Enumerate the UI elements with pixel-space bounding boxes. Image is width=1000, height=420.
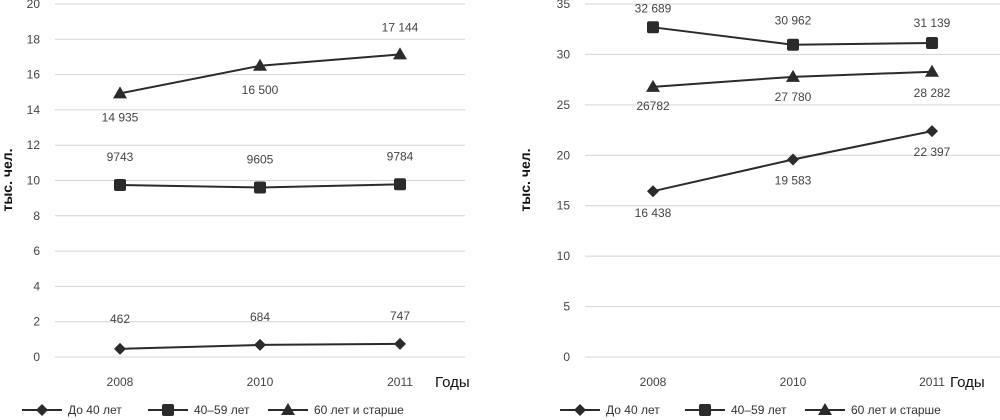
legend-marker <box>281 403 295 415</box>
data-point <box>394 178 406 191</box>
legend-marker <box>574 404 586 416</box>
data-point <box>646 79 660 92</box>
data-label: 462 <box>110 312 130 326</box>
x-tick-label: 2011 <box>387 375 413 389</box>
data-point <box>393 47 407 60</box>
legend-marker <box>162 404 174 416</box>
x-tick-label: 2011 <box>919 375 945 389</box>
data-point <box>254 338 266 351</box>
y-tick-label: 10 <box>27 174 41 188</box>
y-tick-label: 2 <box>33 315 40 329</box>
x-tick-label: 2008 <box>107 375 134 389</box>
data-point <box>787 153 799 166</box>
data-point <box>647 185 659 198</box>
legend-marker <box>818 403 832 415</box>
data-point <box>786 69 800 82</box>
data-label: 684 <box>250 310 270 324</box>
y-tick-label: 8 <box>33 209 40 223</box>
y-tick-label: 30 <box>557 47 571 61</box>
data-point <box>926 36 938 49</box>
data-label: 22 397 <box>914 145 951 159</box>
data-point <box>114 342 126 355</box>
y-tick-label: 18 <box>27 32 41 46</box>
legend-marker <box>699 404 711 416</box>
data-label: 31 139 <box>914 16 951 30</box>
data-point <box>394 337 406 350</box>
data-label: 28 282 <box>914 86 951 100</box>
legend-label: 60 лет и старше <box>314 403 404 417</box>
legend-label: 60 лет и старше <box>851 403 941 417</box>
y-tick-label: 20 <box>27 0 41 11</box>
data-label: 747 <box>390 309 410 323</box>
y-tick-label: 14 <box>27 103 41 117</box>
data-label: 32 689 <box>635 1 672 15</box>
data-label: 9605 <box>247 152 274 166</box>
y-tick-label: 25 <box>557 98 571 112</box>
data-label: 26782 <box>636 99 670 113</box>
legend-marker <box>36 404 48 416</box>
legend-label: До 40 лет <box>68 403 122 417</box>
y-tick-label: 35 <box>557 0 571 11</box>
x-tick-label: 2010 <box>780 375 807 389</box>
chart-right-group: 0 5 10 15 20 25 30 35 2008 2010 2011 тыс. чел. Годы 1… <box>517 0 1000 417</box>
y-tick-label: 4 <box>33 279 40 293</box>
y-tick-label: 0 <box>33 350 40 364</box>
y-tick-label: 6 <box>33 244 40 258</box>
y-axis-title: тыс. чел. <box>0 148 15 211</box>
chart-left-group: 0 2 4 6 8 10 12 14 16 18 20 2008 2010 2011 тыс. чел. Го… <box>0 0 470 417</box>
data-point <box>253 58 267 71</box>
data-label: 30 962 <box>775 14 812 28</box>
data-label: 16 500 <box>242 83 279 97</box>
y-tick-label: 0 <box>563 350 570 364</box>
data-point <box>926 125 938 138</box>
data-label: 17 144 <box>382 20 419 34</box>
y-tick-label: 5 <box>563 300 570 314</box>
legend-label: До 40 лет <box>606 403 660 417</box>
y-tick-label: 15 <box>557 199 571 213</box>
data-label: 16 438 <box>635 206 672 220</box>
data-point <box>113 86 127 99</box>
data-point <box>647 21 659 34</box>
data-point <box>114 179 126 192</box>
x-tick-label: 2008 <box>640 375 667 389</box>
data-label: 9784 <box>387 149 414 163</box>
data-point <box>787 38 799 51</box>
data-label: 9743 <box>107 150 134 164</box>
x-axis-title: Годы <box>950 374 985 391</box>
y-tick-label: 20 <box>557 148 571 162</box>
x-tick-label: 2010 <box>247 375 274 389</box>
data-label: 19 583 <box>775 173 812 187</box>
data-label: 27 780 <box>775 90 812 104</box>
x-axis-title: Годы <box>435 374 470 391</box>
legend-label: 40–59 лет <box>731 403 787 417</box>
data-point <box>254 181 266 194</box>
data-label: 14 935 <box>102 110 139 124</box>
data-point <box>925 64 939 77</box>
y-tick-label: 12 <box>27 138 41 152</box>
y-axis-title: тыс. чел. <box>517 148 533 211</box>
legend-label: 40–59 лет <box>194 403 250 417</box>
y-tick-label: 16 <box>27 68 41 82</box>
y-tick-label: 10 <box>557 249 571 263</box>
